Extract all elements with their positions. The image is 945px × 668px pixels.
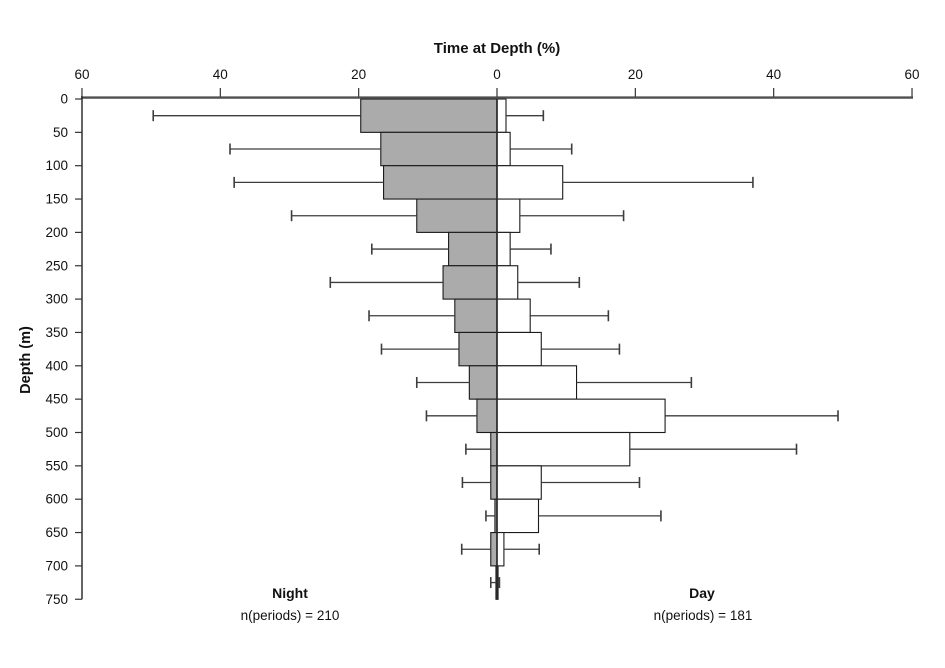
y-tick-label: 400	[45, 358, 68, 373]
day-bar	[496, 265, 519, 300]
day-bar	[496, 198, 521, 233]
x-tick-label: 0	[493, 67, 501, 82]
night-bar	[383, 165, 498, 200]
y-tick-label: 200	[45, 225, 68, 240]
day-bar	[496, 365, 578, 400]
day-bar	[496, 398, 666, 434]
chart-title: Time at Depth (%)	[433, 40, 561, 57]
day-bar	[496, 98, 507, 133]
day-bar	[496, 431, 631, 467]
x-tick-label: 40	[766, 67, 781, 82]
night-bar	[490, 431, 498, 467]
night-bar	[458, 331, 498, 367]
x-tick-label: 40	[213, 67, 228, 82]
y-tick-label: 550	[45, 458, 68, 473]
y-tick-label: 250	[45, 258, 68, 273]
day-panel-label: Day	[689, 585, 715, 601]
night-bar	[490, 465, 498, 500]
y-tick-label: 500	[45, 425, 68, 440]
y-tick-label: 700	[45, 558, 68, 573]
night-bar	[454, 298, 498, 334]
night-bar	[380, 131, 498, 167]
x-tick-label: 20	[628, 67, 643, 82]
day-bar	[496, 231, 511, 267]
x-tick-label: 60	[74, 67, 89, 82]
day-n-periods-label: n(periods) = 181	[653, 608, 753, 623]
day-bar	[496, 498, 540, 534]
x-tick-label: 60	[905, 67, 920, 82]
y-axis-title: Depth (m)	[18, 326, 34, 394]
y-tick-label: 0	[60, 92, 68, 107]
night-bar	[442, 265, 498, 300]
y-tick-label: 350	[45, 325, 68, 340]
day-bar	[496, 165, 564, 200]
night-bar	[468, 365, 498, 400]
day-bar	[496, 531, 505, 567]
night-bar	[360, 98, 498, 133]
y-tick-label: 450	[45, 392, 68, 407]
night-bar	[476, 398, 498, 434]
day-bar	[496, 298, 531, 334]
y-tick-label: 750	[45, 592, 68, 607]
y-tick-label: 300	[45, 292, 68, 307]
y-tick-label: 650	[45, 525, 68, 540]
day-bar	[496, 131, 511, 167]
night-bar	[490, 531, 498, 567]
y-tick-label: 150	[45, 192, 68, 207]
day-bar	[496, 465, 542, 500]
night-bar	[416, 198, 498, 233]
night-n-periods-label: n(periods) = 210	[240, 608, 340, 623]
night-panel-label: Night	[272, 585, 308, 601]
x-tick-label: 20	[351, 67, 366, 82]
day-bar	[496, 331, 542, 367]
y-tick-label: 50	[53, 125, 68, 140]
y-tick-label: 100	[45, 158, 68, 173]
night-bar	[448, 231, 498, 267]
y-tick-label: 600	[45, 492, 68, 507]
